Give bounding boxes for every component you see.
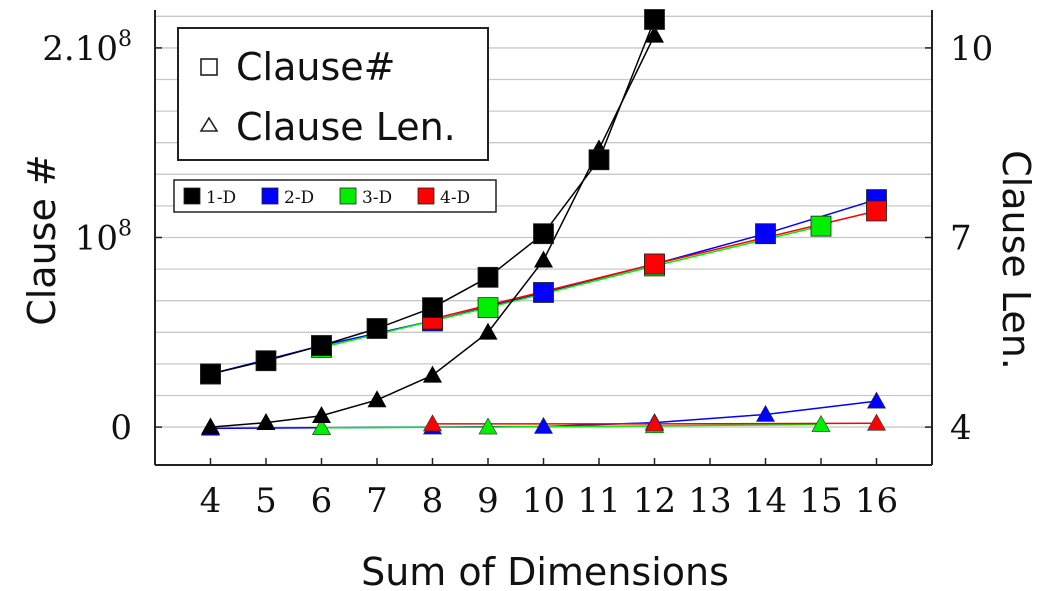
triangle-marker — [422, 365, 443, 383]
x-tick-label: 10 — [522, 481, 565, 521]
square-marker — [255, 350, 277, 372]
triangle-marker — [200, 417, 221, 435]
x-tick-label: 13 — [688, 481, 731, 521]
square-marker-icon — [200, 58, 218, 76]
triangle-marker — [644, 414, 665, 432]
square-marker — [477, 297, 499, 319]
series-legend-label: 2-D — [284, 188, 314, 208]
square-marker — [810, 215, 832, 237]
x-tick-label: 4 — [200, 481, 222, 521]
triangle-marker — [533, 416, 554, 434]
triangle-marker — [533, 250, 554, 268]
x-tick-label: 15 — [799, 481, 842, 521]
triangle-marker — [311, 406, 332, 424]
left-tick-label: 108 — [75, 217, 132, 259]
series-legend-swatch — [183, 187, 201, 205]
series-legend-label: 3-D — [362, 188, 392, 208]
x-tick-label: 12 — [633, 481, 676, 521]
x-axis-title: Sum of Dimensions — [361, 550, 729, 591]
x-tick-label: 16 — [855, 481, 898, 521]
square-marker — [200, 363, 221, 385]
series-legend-label: 1-D — [206, 188, 236, 208]
plot-series — [200, 9, 887, 436]
series-legend-label: 4-D — [440, 188, 470, 208]
axes — [154, 10, 933, 466]
triangle-marker — [755, 404, 776, 422]
triangle-marker-icon — [199, 116, 219, 132]
square-marker — [311, 335, 332, 356]
series-line-clause-len — [321, 423, 822, 429]
right-tick-label: 10 — [950, 29, 993, 69]
triangle-marker — [367, 390, 387, 408]
x-tick-label: 5 — [255, 481, 277, 521]
series-legend: 1-D 2-D 3-D 4-D — [173, 179, 497, 213]
square-marker — [644, 9, 665, 30]
left-axis-title: Clause # — [20, 154, 64, 326]
triangle-marker — [866, 391, 887, 409]
marker-legend-box — [177, 27, 489, 161]
square-marker — [422, 297, 443, 319]
series-legend-swatch — [417, 187, 435, 205]
triangle-marker — [422, 414, 443, 432]
series-legend-box — [173, 179, 497, 213]
square-marker — [644, 253, 665, 275]
marker-legend-label-clause-len: Clause Len. — [236, 105, 456, 149]
triangle-marker — [478, 417, 498, 435]
triangle-marker — [644, 25, 665, 43]
right-axis-title: Clause Len. — [994, 150, 1038, 370]
right-tick-label: 4 — [950, 408, 972, 448]
marker-legend: Clause# Clause Len. — [177, 27, 489, 161]
triangle-marker — [478, 322, 498, 340]
square-marker — [866, 200, 887, 222]
triangle-marker — [811, 414, 831, 432]
series-line-clause-count — [321, 225, 822, 349]
x-tick-label: 11 — [577, 481, 620, 521]
triangle-marker — [866, 413, 887, 431]
marker-legend-label-clause-count: Clause# — [236, 45, 395, 89]
x-tick-label: 7 — [366, 481, 388, 521]
square-marker — [588, 149, 610, 171]
x-tick-label: 9 — [477, 481, 499, 521]
x-tick-label: 6 — [311, 481, 333, 521]
square-marker — [755, 223, 776, 245]
x-tick-label: 14 — [744, 481, 787, 521]
square-marker — [366, 318, 388, 339]
triangle-marker — [311, 418, 332, 436]
square-marker — [533, 282, 554, 303]
right-tick-label: 7 — [950, 219, 972, 259]
left-tick-label: 2.108 — [42, 27, 132, 69]
series-legend-swatch — [339, 187, 357, 205]
series-legend-swatch — [261, 187, 279, 205]
x-tick-label: 8 — [422, 481, 444, 521]
square-marker — [533, 223, 554, 245]
square-marker — [477, 266, 499, 288]
triangle-marker — [256, 413, 276, 430]
left-tick-label: 0 — [110, 408, 132, 448]
